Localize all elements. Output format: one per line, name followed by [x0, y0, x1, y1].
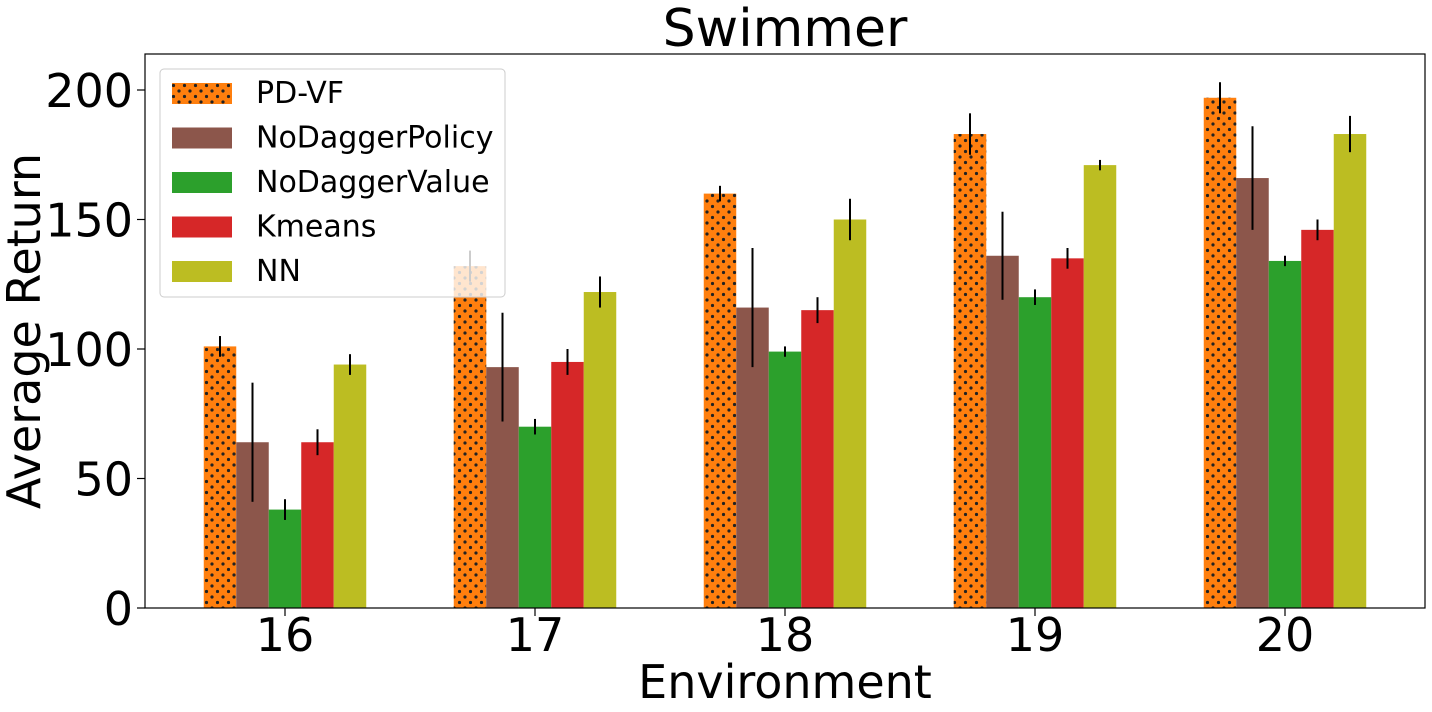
- bar-nodaggervalue-18: [768, 351, 802, 608]
- x-tick-label-18: 18: [756, 608, 815, 662]
- bar-hatch-pd-vf-20: [1203, 97, 1237, 609]
- x-axis-label: Environment: [638, 655, 932, 709]
- legend-swatch-nodaggerpolicy: [172, 127, 232, 149]
- bar-hatch-pd-vf-17: [453, 266, 487, 608]
- bar-nn-19: [1083, 165, 1117, 609]
- bar-nodaggerpolicy-19: [986, 255, 1019, 608]
- bar-hatch-pd-vf-18: [703, 193, 737, 608]
- bar-kmeans-18: [801, 310, 834, 608]
- bar-nodaggerpolicy-20: [1236, 178, 1269, 608]
- x-tick-label-19: 19: [1006, 608, 1065, 662]
- bar-kmeans-17: [551, 361, 584, 608]
- y-tick-label-100: 100: [45, 323, 133, 377]
- bar-nodaggervalue-16: [268, 509, 302, 608]
- legend-label-nodaggervalue: NoDaggerValue: [256, 165, 490, 200]
- bar-nodaggervalue-17: [518, 426, 552, 608]
- legend-swatch-kmeans: [172, 216, 232, 238]
- legend-label-nn: NN: [256, 254, 301, 289]
- legend-swatch-nn: [172, 261, 232, 282]
- bar-nn-18: [833, 219, 867, 608]
- x-tick-label-16: 16: [256, 608, 315, 662]
- x-tick-label-17: 17: [506, 608, 565, 662]
- chart-title: Swimmer: [663, 0, 908, 59]
- legend-swatch-nodaggervalue: [172, 172, 232, 193]
- y-tick-label-150: 150: [45, 194, 133, 248]
- bar-nn-16: [333, 364, 367, 608]
- bar-kmeans-16: [301, 442, 334, 608]
- legend-label-pd-vf: PD-VF: [256, 76, 344, 111]
- bar-nodaggervalue-19: [1018, 297, 1052, 608]
- bar-nodaggervalue-20: [1268, 260, 1302, 608]
- bar-hatch-pd-vf-19: [953, 134, 987, 608]
- y-axis-label: Average Return: [0, 153, 51, 509]
- legend: PD-VF NoDaggerPolicy NoDaggerValue Kmeans NN: [159, 68, 506, 298]
- legend-label-nodaggerpolicy: NoDaggerPolicy: [256, 121, 493, 156]
- legend-swatch-hatch-pd-vf: [172, 83, 232, 104]
- x-tick-label-20: 20: [1256, 608, 1315, 662]
- bar-kmeans-20: [1301, 229, 1334, 609]
- legend-label-kmeans: Kmeans: [256, 210, 376, 245]
- y-tick-label-0: 0: [104, 582, 133, 636]
- y-tick-label-50: 50: [74, 453, 133, 507]
- bar-nn-20: [1333, 134, 1367, 608]
- legend-frame: [159, 68, 506, 298]
- bar-hatch-pd-vf-16: [203, 346, 237, 608]
- y-tick-label-200: 200: [45, 64, 133, 118]
- bar-nn-17: [583, 292, 617, 608]
- bar-kmeans-19: [1051, 258, 1084, 608]
